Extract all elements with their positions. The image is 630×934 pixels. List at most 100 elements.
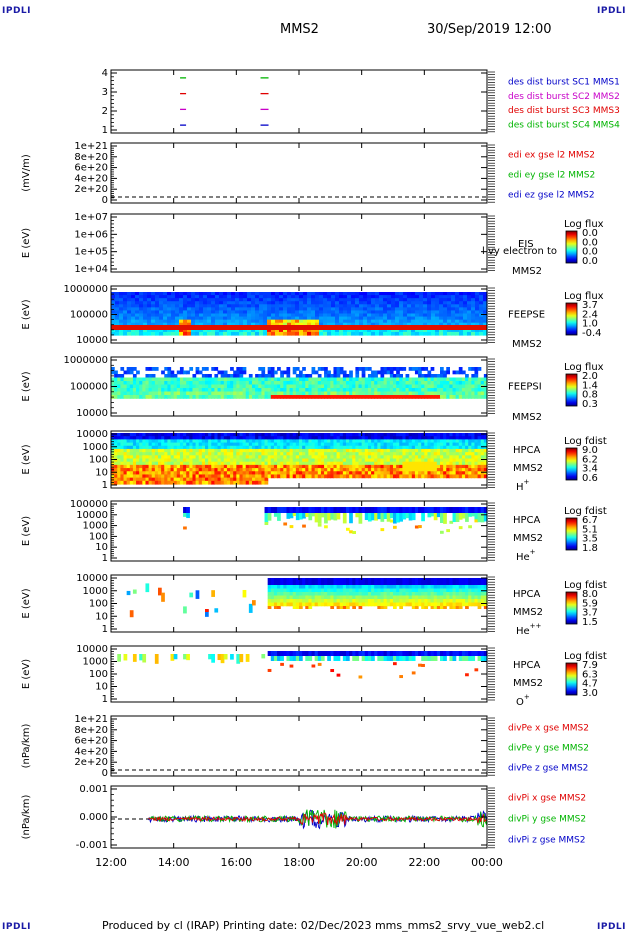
spectrogram-cell [339, 464, 344, 469]
spectrogram-cell [280, 588, 284, 593]
spectrogram-cell [258, 458, 262, 463]
spectrogram-cell [320, 507, 325, 513]
spectrogram-cell [235, 301, 240, 305]
spectrogram-cell [363, 298, 368, 302]
spectrogram-cell [231, 298, 236, 302]
spectrogram-cell [263, 298, 268, 302]
spectrogram-cell [236, 381, 241, 385]
spectrogram-cell [147, 319, 152, 324]
spectrogram-cell [430, 507, 435, 513]
spectrogram-cell [323, 328, 328, 333]
spectrogram-cell [324, 448, 328, 453]
spectrogram-cell [440, 468, 444, 472]
spectrogram-cell [433, 507, 438, 513]
spectrogram-cell [147, 316, 152, 321]
spectrogram-cell [446, 433, 450, 437]
spectrogram-cell [299, 592, 303, 596]
spectrogram-cell [199, 301, 204, 305]
spectrogram-cell [239, 331, 244, 336]
spectrogram-cell [308, 585, 313, 589]
spectrogram-cell [201, 439, 206, 444]
spectrogram-cell [323, 313, 328, 318]
spectrogram-cell [275, 292, 280, 296]
spectrogram-cell [377, 585, 382, 589]
spectrogram-cell [380, 377, 385, 382]
spectrogram-cell [396, 442, 400, 447]
spectrogram-cell [239, 480, 244, 485]
spectrogram-cell [324, 388, 328, 392]
spectrogram-cell [258, 461, 262, 466]
spectrogram-cell [352, 388, 356, 392]
spectrogram-cell [467, 316, 472, 321]
spectrogram-cell [223, 436, 228, 440]
spectrogram-cell [359, 307, 364, 312]
spectrogram-cell [430, 474, 435, 479]
spectrogram-cell [201, 367, 206, 371]
spectrogram-cell [201, 455, 206, 460]
spectrogram-cell [263, 301, 268, 305]
spectrogram-cell [271, 328, 276, 333]
spectrogram-cell [311, 292, 316, 296]
spectrogram-cell [347, 307, 352, 312]
spectrogram-cell [483, 442, 488, 447]
spectrogram-cell [395, 307, 400, 312]
spectrogram-cell [443, 474, 447, 479]
spectrogram-cell [352, 384, 356, 389]
spectrogram-cell [214, 374, 219, 378]
spectrogram-cell [299, 433, 303, 437]
spectrogram-cell [327, 433, 331, 437]
spectrogram-cell [226, 442, 231, 447]
spectrogram-cell [186, 464, 190, 469]
spectrogram-cell [358, 464, 363, 469]
spectrogram-cell [403, 310, 408, 315]
spectrogram-cell [331, 316, 336, 321]
spectrogram-cell [371, 370, 375, 375]
spectrogram-cell [402, 442, 407, 447]
spectrogram-cell [264, 474, 269, 479]
spectrogram-cell [189, 480, 194, 485]
spectrogram-cell [352, 395, 356, 399]
spectrogram-cell [439, 295, 444, 299]
corner-tag-bottom-right: IPDLI [597, 922, 626, 932]
spectrogram-cell [424, 439, 429, 444]
spectrogram-cell [371, 331, 376, 336]
spectrogram-cell [311, 452, 316, 456]
spectrogram-cell [475, 310, 480, 315]
spectrogram-cell [305, 588, 309, 593]
spectrogram-cell [195, 461, 200, 466]
spectrogram-cell [399, 304, 404, 308]
spectrogram-cell [242, 442, 247, 447]
spectrogram-cell [277, 595, 281, 600]
spectrogram-cell [264, 381, 269, 385]
spectrogram-cell [315, 304, 320, 308]
spectrogram-cell [217, 445, 222, 450]
spectrogram-cell [433, 391, 438, 396]
spectrogram-cell [255, 442, 259, 447]
spectrogram-cell [367, 374, 372, 378]
spectrogram-cell [132, 433, 137, 437]
spectrogram-cell [239, 471, 244, 476]
spectrogram-cell [273, 433, 278, 437]
spectrogram-cell [359, 295, 364, 299]
spectrogram-cell [176, 384, 181, 389]
spectrogram-cell [323, 316, 328, 321]
colorbar-tick-label: 6.2 [582, 454, 598, 465]
spectrogram-cell [295, 304, 300, 308]
spectrogram-cell [203, 328, 208, 333]
spectrogram-cell [342, 439, 347, 444]
spectrogram-cell [120, 464, 125, 469]
spectrogram-cell [371, 578, 375, 585]
spectrogram-cell [305, 374, 309, 378]
spectrogram-cell [467, 304, 472, 308]
spectrogram-cell [414, 370, 419, 375]
spectrogram-cell [115, 292, 120, 296]
spectrogram-cell [235, 328, 240, 333]
spectrogram-cell [273, 578, 278, 585]
spectrogram-cell [308, 374, 313, 378]
spectrogram-cell [421, 448, 425, 453]
spectrogram-cell [483, 395, 488, 399]
spectrogram-cell [286, 464, 291, 469]
spectrogram-cell [142, 395, 147, 399]
spectrogram-cell [455, 452, 460, 456]
